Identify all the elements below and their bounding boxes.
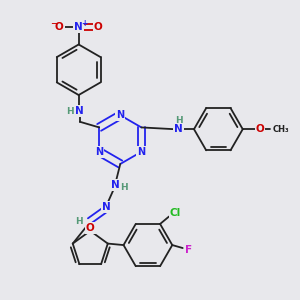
Text: O: O: [256, 124, 264, 134]
Text: +: +: [81, 19, 87, 28]
Text: O: O: [55, 22, 64, 32]
Text: O: O: [86, 223, 94, 233]
Text: O: O: [94, 22, 102, 32]
Text: N: N: [116, 110, 124, 120]
Text: Cl: Cl: [170, 208, 181, 218]
Text: N: N: [76, 106, 84, 116]
Text: N: N: [174, 124, 183, 134]
Text: H: H: [175, 116, 182, 125]
Text: N: N: [137, 147, 146, 157]
Text: H: H: [120, 183, 128, 192]
Text: N: N: [95, 147, 103, 157]
Text: CH₃: CH₃: [273, 125, 290, 134]
Text: N: N: [111, 180, 119, 190]
Text: −: −: [50, 19, 57, 28]
Text: H: H: [67, 107, 74, 116]
Text: H: H: [75, 217, 83, 226]
Text: N: N: [74, 22, 83, 32]
Text: F: F: [185, 244, 192, 254]
Text: N: N: [102, 202, 111, 212]
